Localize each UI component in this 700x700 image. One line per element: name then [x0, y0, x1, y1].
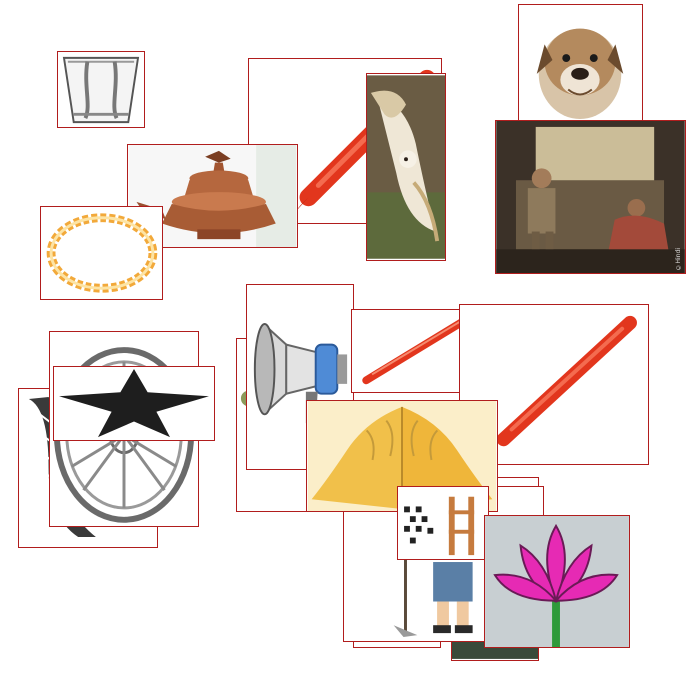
lotus-icon — [485, 516, 629, 647]
owl-icon — [367, 75, 445, 259]
tile-glass[interactable] — [57, 51, 145, 128]
flame-ring-icon — [46, 213, 158, 293]
dog-icon — [519, 5, 642, 121]
tile-star[interactable] — [53, 366, 215, 441]
tile-pattern[interactable] — [397, 486, 489, 560]
glass-icon — [62, 56, 140, 124]
tile-owl[interactable] — [366, 73, 446, 261]
star-icon — [59, 368, 209, 438]
people-icon — [496, 121, 685, 273]
tile-pen-small[interactable] — [351, 309, 480, 393]
pen-icon — [362, 315, 470, 385]
tile-flame-ring[interactable] — [40, 206, 163, 300]
tile-bulldog[interactable] — [518, 4, 643, 122]
watermark-text: ©Hindi — [675, 247, 682, 270]
pattern-icon — [398, 487, 488, 559]
megaphone-icon — [253, 323, 348, 424]
tile-elderly-couple[interactable]: ©Hindi — [495, 120, 686, 274]
tile-lotus[interactable] — [484, 515, 630, 648]
pen-icon — [489, 315, 637, 454]
